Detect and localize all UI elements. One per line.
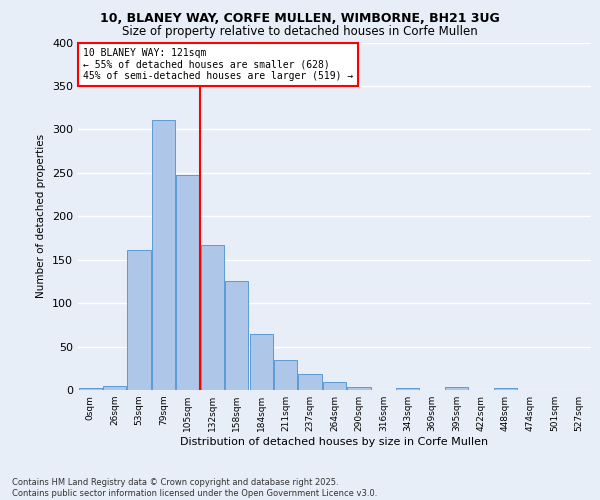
Bar bbox=[103, 386, 126, 390]
Text: 10 BLANEY WAY: 121sqm
← 55% of detached houses are smaller (628)
45% of semi-det: 10 BLANEY WAY: 121sqm ← 55% of detached … bbox=[83, 48, 353, 81]
Bar bbox=[176, 174, 200, 390]
Bar bbox=[225, 282, 248, 390]
Bar bbox=[79, 388, 102, 390]
Bar bbox=[250, 334, 273, 390]
Bar bbox=[298, 374, 322, 390]
Bar bbox=[323, 382, 346, 390]
Text: 10, BLANEY WAY, CORFE MULLEN, WIMBORNE, BH21 3UG: 10, BLANEY WAY, CORFE MULLEN, WIMBORNE, … bbox=[100, 12, 500, 26]
Bar bbox=[347, 388, 371, 390]
Text: Size of property relative to detached houses in Corfe Mullen: Size of property relative to detached ho… bbox=[122, 25, 478, 38]
X-axis label: Distribution of detached houses by size in Corfe Mullen: Distribution of detached houses by size … bbox=[181, 437, 488, 447]
Bar bbox=[274, 360, 297, 390]
Bar bbox=[445, 388, 468, 390]
Text: Contains HM Land Registry data © Crown copyright and database right 2025.
Contai: Contains HM Land Registry data © Crown c… bbox=[12, 478, 377, 498]
Bar bbox=[127, 250, 151, 390]
Bar bbox=[494, 388, 517, 390]
Bar bbox=[201, 245, 224, 390]
Y-axis label: Number of detached properties: Number of detached properties bbox=[37, 134, 46, 298]
Bar bbox=[152, 120, 175, 390]
Bar bbox=[396, 388, 419, 390]
